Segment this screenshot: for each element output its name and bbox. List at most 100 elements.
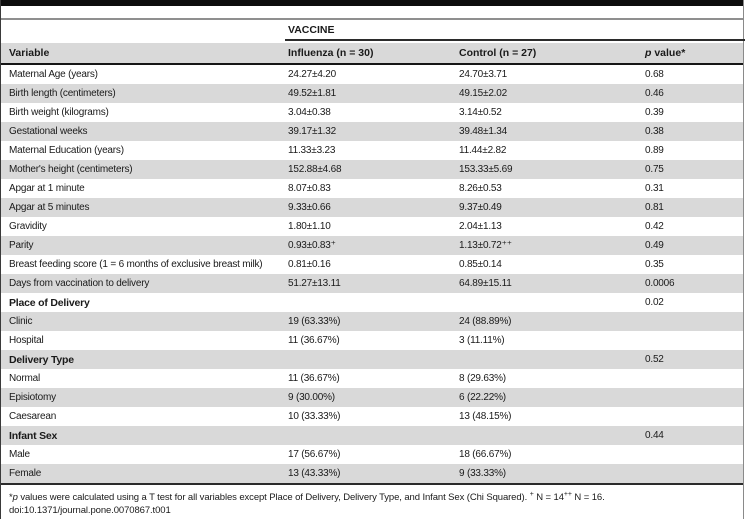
- cell-variable: Caesarean: [9, 411, 57, 422]
- spanner-group: VACCINE: [285, 20, 745, 41]
- table-row: Clinic 19 (63.33%) 24 (88.89%): [1, 312, 743, 331]
- cell-variable: Maternal Age (years): [9, 69, 98, 80]
- cell-influenza: 11 (36.67%): [288, 335, 340, 346]
- spacer: [1, 6, 743, 18]
- header-control: Control (n = 27): [459, 47, 537, 59]
- table-row: Apgar at 1 minute 8.07±0.83 8.26±0.53 0.…: [1, 179, 743, 198]
- cell-influenza: 17 (56.67%): [288, 449, 341, 460]
- cell-control: 1.13±0.72⁺⁺: [459, 240, 512, 251]
- cell-influenza: 3.04±0.38: [288, 107, 331, 118]
- table-row: Gravidity 1.80±1.10 2.04±1.13 0.42: [1, 217, 743, 236]
- cell-p-value: 0.38: [645, 126, 664, 137]
- cell-variable: Place of Delivery: [9, 296, 90, 309]
- cell-variable: Days from vaccination to delivery: [9, 278, 150, 289]
- cell-variable: Mother's height (centimeters): [9, 164, 133, 175]
- table-body: Maternal Age (years) 24.27±4.20 24.70±3.…: [1, 65, 743, 483]
- cell-control: 3.14±0.52: [459, 107, 502, 118]
- cell-influenza: 39.17±1.32: [288, 126, 336, 137]
- cell-influenza: 8.07±0.83: [288, 183, 331, 194]
- doi-text: doi:10.1371/journal.pone.0070867.t001: [9, 505, 171, 516]
- cell-p-value: 0.39: [645, 107, 664, 118]
- p-rest: value*: [651, 47, 686, 59]
- cell-p-value: 0.68: [645, 69, 664, 80]
- footnote-text: values were calculated using a T test fo…: [17, 492, 530, 503]
- p-italic: p: [645, 47, 652, 59]
- cell-influenza: 11 (36.67%): [288, 373, 340, 384]
- table-row: Breast feeding score (1 = 6 months of ex…: [1, 255, 743, 274]
- cell-control: 9.37±0.49: [459, 202, 502, 213]
- footnote-n16: N = 16.: [571, 492, 605, 503]
- table-row: Female 13 (43.33%) 9 (33.33%): [1, 464, 743, 483]
- cell-variable: Episiotomy: [9, 392, 56, 403]
- cell-control: 6 (22.22%): [459, 392, 506, 403]
- cell-variable: Apgar at 1 minute: [9, 183, 85, 194]
- cell-influenza: 1.80±1.10: [288, 221, 331, 232]
- cell-control: 11.44±2.82: [459, 145, 507, 156]
- cell-control: 8 (29.63%): [459, 373, 506, 384]
- cell-variable: Female: [9, 468, 42, 479]
- cell-control: 2.04±1.13: [459, 221, 502, 232]
- cell-control: 64.89±15.11: [459, 278, 512, 289]
- column-header-row: Variable Influenza (n = 30) Control (n =…: [1, 43, 743, 65]
- footnote-sup-plus: +: [529, 490, 534, 498]
- cell-variable: Breast feeding score (1 = 6 months of ex…: [9, 259, 263, 270]
- table-row: Birth weight (kilograms) 3.04±0.38 3.14±…: [1, 103, 743, 122]
- cell-p-value: 0.35: [645, 259, 664, 270]
- cell-influenza: 9 (30.00%): [288, 392, 335, 403]
- cell-control: 18 (66.67%): [459, 449, 512, 460]
- table-row: Episiotomy 9 (30.00%) 6 (22.22%): [1, 388, 743, 407]
- table-bottom-rule: [1, 483, 743, 485]
- cell-p-value: 0.46: [645, 88, 664, 99]
- table-row: Hospital 11 (36.67%) 3 (11.11%): [1, 331, 743, 350]
- cell-variable: Clinic: [9, 316, 33, 327]
- cell-variable: Infant Sex: [9, 429, 58, 442]
- cell-variable: Delivery Type: [9, 353, 74, 366]
- cell-variable: Apgar at 5 minutes: [9, 202, 90, 213]
- cell-control: 24.70±3.71: [459, 69, 507, 80]
- cell-influenza: 49.52±1.81: [288, 88, 336, 99]
- cell-p-value: 0.49: [645, 240, 664, 251]
- top-rule: [1, 0, 743, 6]
- cell-influenza: 0.93±0.83⁺: [288, 240, 336, 251]
- table-row: Place of Delivery 0.02: [1, 293, 743, 312]
- footnote-p: p: [12, 492, 18, 503]
- header-influenza: Influenza (n = 30): [288, 47, 374, 59]
- footnote: *p values were calculated using a T test…: [1, 485, 743, 504]
- cell-influenza: 152.88±4.68: [288, 164, 342, 175]
- cell-influenza: 9.33±0.66: [288, 202, 331, 213]
- cell-p-value: 0.02: [645, 297, 664, 308]
- cell-p-value: 0.89: [645, 145, 664, 156]
- header-variable: Variable: [9, 47, 50, 59]
- cell-p-value: 0.81: [645, 202, 664, 213]
- table-row: Maternal Education (years) 11.33±3.23 11…: [1, 141, 743, 160]
- spanner-row: VACCINE: [1, 20, 745, 41]
- cell-influenza: 10 (33.33%): [288, 411, 341, 422]
- cell-variable: Maternal Education (years): [9, 145, 124, 156]
- table-row: Birth length (centimeters) 49.52±1.81 49…: [1, 84, 743, 103]
- cell-control: 8.26±0.53: [459, 183, 502, 194]
- cell-variable: Gestational weeks: [9, 126, 88, 137]
- cell-variable: Male: [9, 449, 30, 460]
- table-row: Infant Sex 0.44: [1, 426, 743, 445]
- table-row: Maternal Age (years) 24.27±4.20 24.70±3.…: [1, 65, 743, 84]
- cell-p-value: 0.52: [645, 354, 664, 365]
- cell-variable: Normal: [9, 373, 41, 384]
- footnote-n14: N = 14: [533, 492, 564, 503]
- table-row: Days from vaccination to delivery 51.27±…: [1, 274, 743, 293]
- table-top-rule: [1, 18, 743, 20]
- cell-p-value: 0.75: [645, 164, 664, 175]
- cell-control: 39.48±1.34: [459, 126, 507, 137]
- cell-variable: Hospital: [9, 335, 44, 346]
- cell-control: 0.85±0.14: [459, 259, 502, 270]
- cell-control: 9 (33.33%): [459, 468, 506, 479]
- cell-p-value: 0.42: [645, 221, 664, 232]
- cell-control: 49.15±2.02: [459, 88, 507, 99]
- cell-control: 13 (48.15%): [459, 411, 512, 422]
- table-row: Apgar at 5 minutes 9.33±0.66 9.37±0.49 0…: [1, 198, 743, 217]
- spanner-label: VACCINE: [288, 23, 335, 36]
- table-row: Normal 11 (36.67%) 8 (29.63%): [1, 369, 743, 388]
- table-row: Mother's height (centimeters) 152.88±4.6…: [1, 160, 743, 179]
- header-p-value: p value*: [642, 47, 745, 59]
- table-row: Parity 0.93±0.83⁺ 1.13±0.72⁺⁺ 0.49: [1, 236, 743, 255]
